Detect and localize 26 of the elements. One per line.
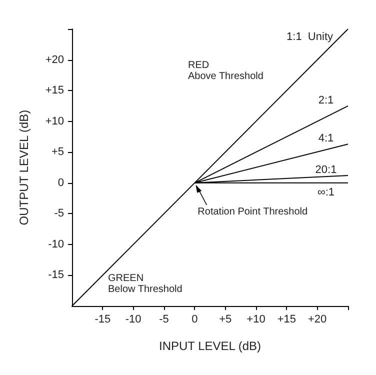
annotation: Rotation Point Threshold xyxy=(198,206,308,218)
x-axis-title: INPUT LEVEL (dB) xyxy=(158,339,262,353)
x-tick-label: +5 xyxy=(219,314,232,326)
y-tick-label: +5 xyxy=(51,146,64,158)
series-label: 2:1 xyxy=(318,94,334,106)
series-label: 20:1 xyxy=(315,164,337,176)
series-label: 1:1 Unity xyxy=(286,31,334,43)
y-tick-label: +10 xyxy=(45,115,64,128)
x-tick-label: +15 xyxy=(277,314,296,326)
y-axis-title: OUTPUT LEVEL (dB) xyxy=(17,110,31,226)
annotation: RED Above Threshold xyxy=(188,60,264,82)
y-tick-label: -5 xyxy=(54,208,64,220)
series-label: ∞:1 xyxy=(317,186,335,198)
series-label: 4:1 xyxy=(318,132,334,145)
annotation: GREEN Below Threshold xyxy=(108,273,182,295)
x-tick-label: 0 xyxy=(192,314,198,326)
y-tick-label: +20 xyxy=(45,54,64,66)
y-tick-label: -10 xyxy=(48,238,64,250)
y-tick-label: 0 xyxy=(58,176,64,189)
x-tick-label: -5 xyxy=(159,314,169,326)
x-tick-label: +20 xyxy=(308,314,327,326)
y-tick-label: +15 xyxy=(45,84,64,97)
x-tick-label: -15 xyxy=(94,314,111,326)
x-tick-label: -10 xyxy=(125,314,142,326)
x-tick-label: +10 xyxy=(246,314,266,326)
y-tick-label: -15 xyxy=(48,269,64,282)
